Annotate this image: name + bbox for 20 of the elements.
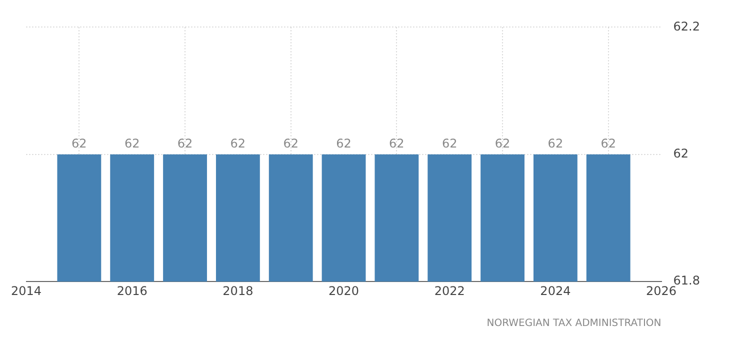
data-label: 62 <box>389 136 404 150</box>
x-tick-label: 2018 <box>222 284 254 298</box>
data-label: 62 <box>494 136 510 150</box>
x-tick-label: 2014 <box>10 284 42 298</box>
x-tick-label: 2024 <box>540 284 571 298</box>
data-label: 62 <box>283 136 298 150</box>
data-label: 62 <box>600 136 616 150</box>
data-label: 62 <box>230 136 246 150</box>
x-tick-label: 2020 <box>328 284 360 298</box>
data-label: 62 <box>548 136 564 150</box>
data-label: 62 <box>72 136 87 150</box>
text: NORWEGIAN TAX ADMINISTRATION <box>486 318 662 329</box>
data-label: 62 <box>124 136 140 150</box>
y-tick-label: 62.2 <box>673 19 700 34</box>
data-label: 62 <box>336 136 352 150</box>
x-tick-label: 2016 <box>116 284 148 298</box>
data-label: 62 <box>442 136 458 150</box>
x-tick-label: 2022 <box>434 284 465 298</box>
y-tick-label: 62 <box>673 146 689 161</box>
data-label: 62 <box>177 136 193 150</box>
